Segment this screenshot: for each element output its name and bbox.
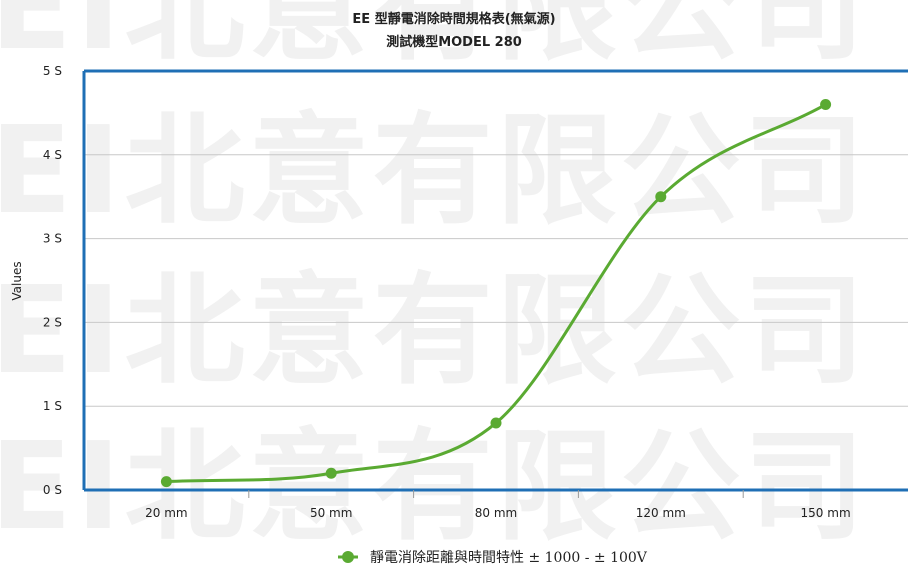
legend[interactable]: 靜電消除距離與時間特性 ± 1000 - ± 100V [338, 549, 648, 565]
data-point[interactable] [490, 417, 502, 429]
x-axis-ticks: 20 mm 50 mm 80 mm 120 mm 150 mm [145, 490, 851, 520]
x-tick-label: 150 mm [801, 506, 851, 520]
legend-label: 靜電消除距離與時間特性 ± 1000 - ± 100V [370, 549, 648, 565]
legend-marker-icon [342, 551, 354, 563]
data-point[interactable] [655, 191, 667, 203]
y-tick-label: 3 S [43, 232, 62, 246]
chart-title: EE 型靜電消除時間規格表(無氣源) [352, 11, 555, 27]
y-tick-label: 4 S [43, 148, 62, 162]
data-point[interactable] [160, 476, 172, 488]
y-tick-label: 5 S [43, 64, 62, 78]
data-point[interactable] [325, 467, 337, 479]
y-tick-label: 1 S [43, 399, 62, 413]
x-tick-label: 80 mm [475, 506, 517, 520]
x-tick-label: 20 mm [145, 506, 187, 520]
grid [82, 69, 908, 492]
x-tick-label: 120 mm [636, 506, 686, 520]
y-tick-label: 0 S [43, 483, 62, 497]
y-axis-label: Values [10, 261, 24, 300]
x-tick-label: 50 mm [310, 506, 352, 520]
series-line [166, 103, 827, 484]
y-tick-label: 2 S [43, 315, 62, 329]
chart-subtitle: 測試機型MODEL 280 [386, 34, 522, 50]
series-points [160, 99, 832, 488]
y-axis-ticks: 0 S 1 S 2 S 3 S 4 S 5 S [43, 64, 62, 497]
data-point[interactable] [820, 99, 832, 111]
